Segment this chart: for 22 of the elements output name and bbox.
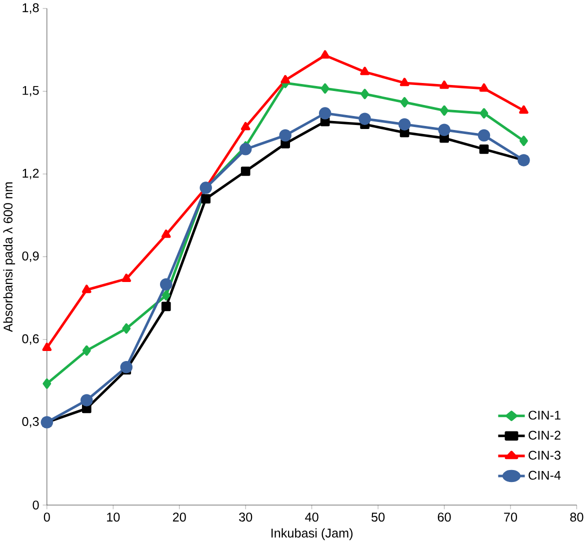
- x-tick-label: 60: [438, 512, 451, 522]
- y-tick-label: 1,8: [22, 3, 39, 14]
- legend-label: CIN-2: [528, 430, 560, 440]
- x-tick-label: 50: [372, 512, 385, 522]
- y-tick-label: 1,2: [22, 168, 39, 180]
- legend-label: CIN-3: [528, 450, 561, 460]
- y-tick-label: 0,3: [22, 416, 39, 428]
- y-tick-label: 0,6: [22, 334, 39, 345]
- y-axis-title: Absorbansi pada λ 600 nm: [3, 182, 16, 332]
- x-tick-label: 20: [172, 512, 186, 522]
- y-tick-label: 0: [32, 500, 39, 510]
- x-tick-label: 0: [44, 512, 50, 522]
- x-tick-label: 80: [570, 512, 584, 522]
- x-tick-label: 10: [107, 512, 120, 522]
- x-tick-label: 70: [504, 512, 518, 522]
- legend-label: CIN-4: [528, 470, 561, 480]
- x-axis-title: Inkubasi (Jam): [271, 528, 353, 540]
- x-tick-label: 30: [239, 512, 252, 522]
- y-tick-label: 0,9: [22, 251, 39, 262]
- legend-label: CIN-1: [528, 410, 560, 420]
- x-tick-label: 40: [305, 512, 318, 522]
- y-tick-label: 1,5: [22, 86, 39, 96]
